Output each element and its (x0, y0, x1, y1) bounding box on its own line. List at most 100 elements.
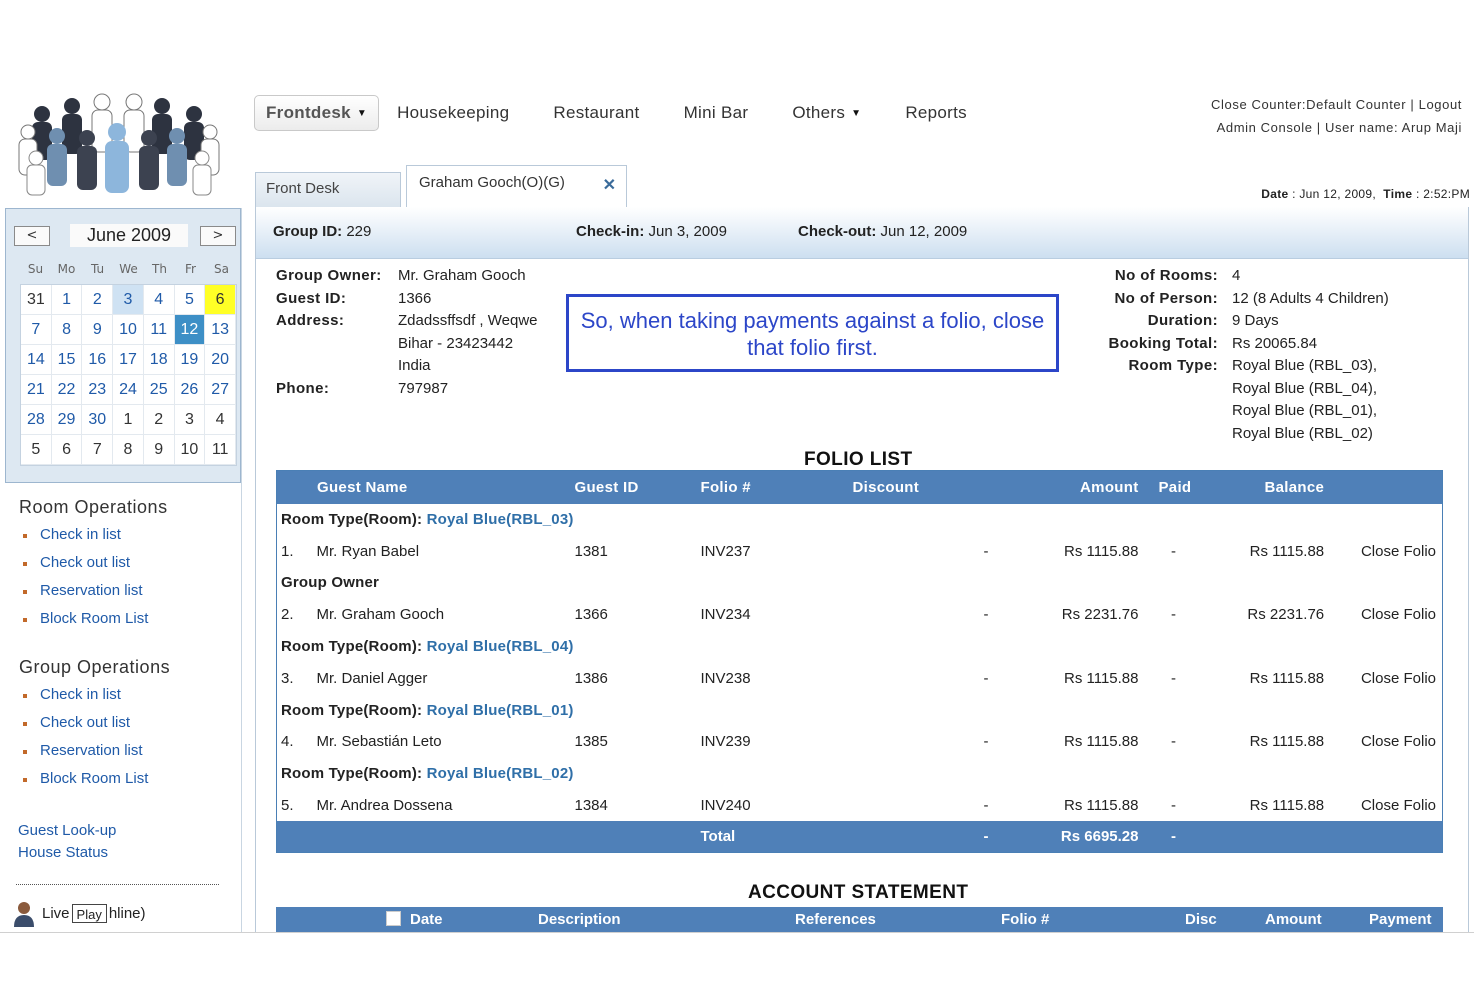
row-number: 5. (281, 797, 294, 815)
calendar-day[interactable]: 11 (205, 435, 236, 465)
close-folio-link[interactable]: Close Folio (1360, 669, 1436, 687)
nav-housekeeping[interactable]: Housekeeping (397, 103, 510, 122)
calendar-day[interactable]: 26 (174, 375, 206, 405)
dropdown-caret-icon: ▼ (851, 107, 862, 119)
guest-lookup-link[interactable]: Guest Look-up (18, 822, 117, 839)
calendar-day[interactable]: 5 (174, 285, 206, 315)
calendar-day[interactable]: 17 (113, 345, 144, 375)
amount-value: Rs 1115.88 (1064, 733, 1139, 751)
calendar-day[interactable]: 7 (21, 315, 52, 345)
calendar-day[interactable]: 16 (82, 345, 114, 375)
group-checkin-list-link[interactable]: Check in list (19, 684, 170, 712)
room-checkin-list-link[interactable]: Check in list (19, 524, 168, 552)
group-checkout-list-link[interactable]: Check out list (19, 712, 170, 740)
calendar-day[interactable]: 6 (205, 285, 236, 315)
logout-link[interactable]: Logout (1418, 97, 1462, 112)
col-disc: Disc (1185, 911, 1217, 928)
calendar-day[interactable]: 1 (113, 405, 144, 435)
calendar-day[interactable]: 27 (205, 375, 236, 405)
live-support: Live Play hline) (12, 900, 146, 927)
calendar-day[interactable]: 2 (82, 285, 114, 315)
calendar-next-button[interactable]: > (200, 226, 236, 246)
col-description: Description (538, 911, 621, 928)
calendar-day[interactable]: 13 (205, 315, 236, 345)
calendar-day[interactable]: 21 (21, 375, 52, 405)
calendar-prev-button[interactable]: < (14, 226, 50, 246)
paid-value: - (1171, 606, 1176, 624)
calendar-day[interactable]: 3 (174, 405, 206, 435)
room-type-link[interactable]: Royal Blue(RBL_03) (426, 510, 574, 528)
calendar-day[interactable]: 24 (113, 375, 144, 405)
folio-group-row: Room Type(Room): Royal Blue(RBL_03) (276, 503, 1443, 536)
room-operations: Room Operations Check in list Check out … (19, 497, 168, 636)
calendar-day[interactable]: 5 (21, 435, 52, 465)
group-reservation-list-link[interactable]: Reservation list (19, 740, 170, 768)
room-block-room-list-link[interactable]: Block Room List (19, 608, 168, 636)
room-type-link[interactable]: Royal Blue(RBL_02) (426, 765, 574, 783)
nav-mini-bar[interactable]: Mini Bar (683, 103, 749, 122)
calendar-day[interactable]: 7 (82, 435, 114, 465)
row-number: 3. (281, 669, 294, 687)
calendar-day[interactable]: 3 (113, 285, 144, 315)
calendar-day[interactable]: 20 (205, 345, 236, 375)
guest-info: Group Owner: Mr. Graham Gooch Guest ID: 13… (276, 265, 538, 400)
room-type-label: Room Type(Room): (281, 638, 423, 656)
calendar-day[interactable]: 18 (143, 345, 175, 375)
folio-group-row: Room Type(Room): Royal Blue(RBL_04) (276, 630, 1443, 663)
close-folio-link[interactable]: Close Folio (1360, 606, 1436, 624)
select-all-checkbox[interactable] (386, 911, 401, 926)
calendar-day[interactable]: 19 (174, 345, 206, 375)
group-block-room-list-link[interactable]: Block Room List (19, 768, 170, 796)
calendar-day[interactable]: 11 (143, 315, 175, 345)
close-folio-link[interactable]: Close Folio (1360, 542, 1436, 560)
balance-value: Rs 1115.88 (1249, 733, 1325, 751)
nav-others[interactable]: Others ▼ (792, 103, 862, 122)
close-folio-link[interactable]: Close Folio (1360, 733, 1436, 751)
user-icon (14, 902, 34, 927)
tab-front-desk[interactable]: Front Desk (255, 172, 401, 207)
calendar-day[interactable]: 9 (143, 435, 175, 465)
calendar-day[interactable]: 9 (82, 315, 114, 345)
calendar-day[interactable]: 8 (113, 435, 144, 465)
calendar-day[interactable]: 4 (205, 405, 236, 435)
room-type-2: Royal Blue (RBL_04), (1232, 379, 1378, 397)
calendar-day[interactable]: 8 (51, 315, 83, 345)
close-icon[interactable]: ✕ (602, 177, 616, 194)
calendar-day[interactable]: 29 (51, 405, 83, 435)
calendar-day[interactable]: 25 (143, 375, 175, 405)
nav-frontdesk[interactable]: Frontdesk ▼ (254, 95, 380, 131)
calendar-day[interactable]: 6 (51, 435, 83, 465)
row-number: 1. (281, 542, 294, 560)
calendar-day[interactable]: 12 (174, 315, 206, 345)
amount-value: Rs 1115.88 (1064, 669, 1139, 687)
room-reservation-list-link[interactable]: Reservation list (19, 580, 168, 608)
room-checkout-list-link[interactable]: Check out list (19, 552, 168, 580)
house-status-link[interactable]: House Status (18, 844, 109, 861)
calendar-day[interactable]: 15 (51, 345, 83, 375)
calendar-day[interactable]: 4 (143, 285, 175, 315)
calendar-day[interactable]: 23 (82, 375, 114, 405)
guest-name: Mr. Andrea Dossena (316, 797, 453, 815)
admin-console-link[interactable]: Admin Console (1216, 120, 1313, 135)
room-type-link[interactable]: Royal Blue(RBL_04) (426, 638, 574, 656)
play-button[interactable]: Play (71, 904, 107, 923)
calendar-day[interactable]: 30 (82, 405, 114, 435)
room-type-link[interactable]: Royal Blue(RBL_01) (426, 701, 574, 719)
account-statement-title: ACCOUNT STATEMENT (748, 882, 969, 903)
close-counter-link[interactable]: Close Counter:Default Counter (1211, 97, 1407, 112)
nav-restaurant[interactable]: Restaurant (553, 103, 640, 122)
calendar-day[interactable]: 10 (113, 315, 144, 345)
calendar-day[interactable]: 1 (51, 285, 83, 315)
calendar-day[interactable]: 14 (21, 345, 52, 375)
calendar-day[interactable]: 22 (51, 375, 83, 405)
calendar-day[interactable]: 31 (21, 285, 52, 315)
calendar-day[interactable]: 28 (21, 405, 52, 435)
nav-reports[interactable]: Reports (905, 103, 967, 122)
close-folio-link[interactable]: Close Folio (1360, 797, 1436, 815)
sidebar-separator (241, 208, 242, 933)
folio-group-row: Room Type(Room): Royal Blue(RBL_02) (276, 757, 1443, 790)
calendar-day[interactable]: 10 (174, 435, 206, 465)
tab-guest-folio[interactable]: Graham Gooch(O)(G) ✕ (406, 165, 627, 208)
folio-number: INV234 (700, 606, 751, 624)
calendar-day[interactable]: 2 (143, 405, 175, 435)
